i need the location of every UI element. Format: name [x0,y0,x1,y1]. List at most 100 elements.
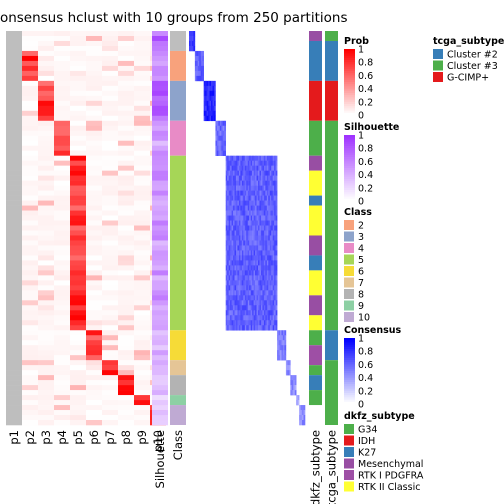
prob-cell [118,300,134,306]
prob-cell [118,295,134,301]
consensus-cell [249,285,251,291]
consensus-cell [250,215,253,221]
consensus-cell [294,375,297,381]
consensus-cell [271,155,273,161]
dkfz-block [309,270,322,296]
consensus-cell [237,225,240,231]
consensus-cell [234,250,237,256]
consensus-cell [240,155,243,161]
prob-cell [38,45,54,52]
consensus-cell [252,165,254,171]
prob-cell [38,420,54,426]
consensus-cell [243,260,246,266]
prob-cell [6,220,22,226]
prob-cell [102,260,118,266]
consensus-cell [302,410,304,416]
prob-cell [86,175,102,181]
consensus-cell [250,230,253,236]
consensus-cell [190,40,193,47]
prob-cell [22,95,38,102]
prob-cell [22,325,38,331]
consensus-cell [250,280,253,286]
prob-cell [54,400,70,406]
consensus-cell [262,160,265,166]
consensus-cell [262,275,265,281]
consensus-cell [243,315,246,321]
consensus-cell [253,300,256,306]
consensus-cell [252,250,254,256]
consensus-cell [213,110,216,117]
consensus-cell [266,245,269,251]
consensus-cell [260,215,263,221]
prob-cell [134,175,150,181]
consensus-cell [250,255,253,261]
consensus-cell [228,230,231,236]
dkfz-block [309,40,322,81]
class-block [170,360,186,376]
consensus-cell [238,270,241,276]
consensus-cell [262,320,265,326]
prob-cell [86,320,102,326]
consensus-cell [250,260,253,266]
consensus-cell [238,245,241,251]
prob-cell [70,205,86,211]
prob-cell [54,390,70,396]
consensus-cell [211,105,213,112]
consensus-cell [225,225,228,231]
consensus-cell [227,310,229,316]
consensus-cell [249,295,251,301]
consensus-cell [246,310,249,316]
legend-swatch [344,447,354,457]
consensus-cell [259,315,262,321]
consensus-cell [246,220,249,226]
consensus-cell [212,85,215,92]
consensus-cell [274,185,276,191]
consensus-cell [275,190,278,196]
consensus-cell [265,240,268,246]
consensus-cell [249,190,251,196]
consensus-cell [231,185,234,191]
consensus-cell [269,235,272,241]
prob-cell [118,250,134,256]
prob-cell [6,135,22,142]
prob-cell [86,315,102,321]
consensus-cell [240,325,243,331]
consensus-cell [256,155,259,161]
consensus-cell [272,180,275,186]
prob-cell [54,100,70,107]
legend-gradient-step [344,165,355,169]
prob-cell [134,70,150,77]
consensus-cell [259,270,262,276]
consensus-cell [275,285,278,291]
consensus-cell [244,170,247,176]
prob-cell [54,95,70,102]
consensus-cell [260,325,263,331]
prob-cell [38,320,54,326]
prob-cell [134,290,150,296]
prob-cell [70,185,86,191]
silhouette-cell [152,290,168,296]
prob-cell [6,125,22,132]
prob-cell [102,100,118,107]
legend-gradient-step [344,99,355,103]
prob-cell [6,70,22,77]
consensus-cell [269,205,272,211]
prob-cell [70,345,86,351]
consensus-cell [227,320,229,326]
prob-cell [54,165,70,171]
consensus-cell [266,170,269,176]
consensus-cell [225,220,228,226]
consensus-cell [234,265,237,271]
consensus-cell [253,255,256,261]
consensus-cell [252,225,254,231]
prob-cell [134,45,150,52]
consensus-cell [272,160,275,166]
prob-cell [6,315,22,321]
consensus-cell [274,245,276,251]
tcga-block [325,120,338,331]
consensus-cell [243,155,246,161]
consensus-cell [252,235,254,241]
legend-swatch [344,266,354,276]
prob-cell [102,320,118,326]
prob-cell [86,295,102,301]
